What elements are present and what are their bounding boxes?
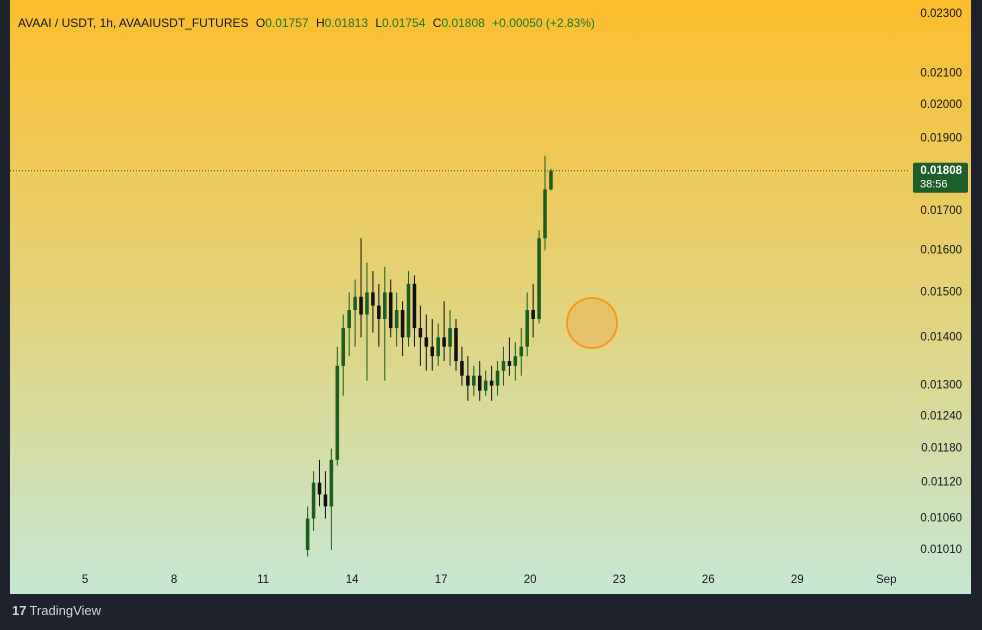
candle-body — [335, 365, 340, 460]
candle-body — [430, 346, 435, 357]
candle-body — [501, 361, 506, 371]
x-tick-label: 11 — [257, 574, 269, 586]
x-tick-label: Sep — [876, 574, 896, 586]
candle-body — [489, 380, 494, 386]
candle-body — [537, 238, 541, 319]
h-value: 0.01813 — [325, 16, 369, 30]
candle-body — [341, 328, 346, 366]
c-value: 0.01808 — [441, 16, 485, 30]
candle-body — [317, 482, 322, 495]
marker-circle — [566, 297, 618, 349]
change: +0.00050 — [492, 16, 543, 30]
candle-body — [400, 310, 405, 338]
candle-body — [365, 292, 369, 315]
candle-body — [525, 310, 529, 347]
y-tick-label: 0.01060 — [920, 513, 962, 525]
candle-body — [323, 494, 328, 507]
o-value: 0.01757 — [265, 16, 309, 30]
candle-body — [507, 361, 512, 366]
y-tick-label: 0.01010 — [920, 544, 962, 556]
candle-body — [418, 328, 423, 338]
y-tick-label: 0.02000 — [920, 99, 962, 111]
logo: 17 — [12, 603, 26, 618]
candle-body — [442, 337, 446, 347]
watermark: 17 TradingView — [12, 603, 102, 618]
x-tick-label: 20 — [524, 574, 537, 586]
x-tick-label: 5 — [82, 574, 88, 586]
c-label: C — [433, 16, 442, 30]
header: AVAAI / USDT, 1h, AVAAIUSDT_FUTURES O0.0… — [18, 16, 595, 30]
l-value: 0.01754 — [382, 16, 426, 30]
candle-body — [305, 518, 310, 551]
x-tick-label: 14 — [346, 574, 359, 586]
candle-body — [543, 189, 547, 239]
y-tick-label: 0.01600 — [920, 244, 962, 256]
candle-body — [377, 305, 381, 319]
candle-body — [388, 292, 393, 329]
watermark-text: TradingView — [29, 603, 101, 618]
h-label: H — [316, 16, 325, 30]
y-tick-label: 0.01180 — [921, 443, 962, 455]
candle-body — [424, 337, 429, 347]
candle-body — [454, 328, 458, 362]
o-label: O — [256, 16, 265, 30]
candle-body — [483, 380, 488, 391]
candle-body — [436, 337, 440, 357]
y-tick-label: 0.02100 — [920, 67, 962, 79]
x-tick-label: 29 — [791, 574, 804, 586]
symbol: AVAAI / USDT, 1h, AVAAIUSDT_FUTURES — [18, 16, 249, 30]
y-tick-label: 0.01240 — [920, 410, 962, 422]
y-tick-label: 0.01700 — [920, 205, 962, 217]
plot-background — [10, 0, 971, 594]
y-tick-label: 0.01300 — [920, 380, 962, 392]
last-price-label: 0.01808 — [920, 165, 962, 177]
candle-body — [466, 375, 470, 386]
candle-body — [519, 346, 524, 357]
candle-body — [394, 310, 399, 329]
y-tick-label: 0.02300 — [920, 8, 962, 20]
x-tick-label: 8 — [171, 574, 177, 586]
candle-body — [549, 170, 553, 190]
candle-body — [382, 292, 387, 319]
x-tick-label: 26 — [702, 574, 715, 586]
candle-body — [477, 375, 482, 391]
candle-body — [472, 375, 476, 386]
candle-body — [406, 283, 411, 338]
countdown: 38:56 — [920, 179, 948, 191]
candle-body — [513, 356, 518, 366]
l-label: L — [375, 16, 382, 30]
candle-body — [412, 283, 417, 329]
last-price-box — [913, 162, 968, 193]
candle-body — [311, 482, 316, 519]
y-tick-label: 0.01120 — [921, 477, 962, 489]
y-tick-label: 0.01400 — [920, 331, 962, 343]
candle-body — [531, 310, 535, 319]
candle-body — [448, 328, 452, 347]
y-tick-label: 0.01900 — [920, 132, 962, 144]
x-tick-label: 17 — [435, 574, 448, 586]
x-tick-label: 23 — [613, 574, 626, 586]
change-pct: (+2.83%) — [546, 16, 595, 30]
candle-body — [359, 296, 363, 315]
y-tick-label: 0.01500 — [920, 286, 962, 298]
candle-body — [371, 292, 375, 306]
candle-body — [347, 310, 351, 329]
candle-body — [353, 296, 357, 311]
candle-body — [495, 370, 500, 386]
candle-body — [329, 459, 334, 507]
candle-body — [460, 361, 464, 376]
